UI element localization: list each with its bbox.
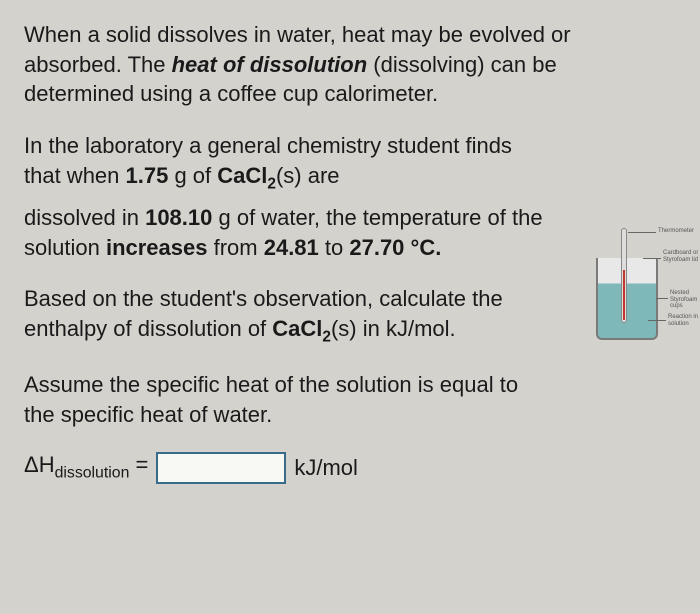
enthalpy-input[interactable] [156,452,286,484]
given-line-1: In the laboratory a general chemistry st… [24,131,544,195]
direction: increases [106,235,208,260]
term-heat-of-dissolution: heat of dissolution [172,52,368,77]
text: Assume the specific heat of the solution… [24,372,518,427]
text: from [207,235,263,260]
fig-label-solution: Reaction in solution [668,314,700,327]
thermometer-icon [621,228,627,323]
given-line-2: dissolved in 108.10 g of water, the temp… [24,203,544,262]
mass-solute: 1.75 [126,163,169,188]
beaker-icon [596,258,658,340]
text: g of [168,163,217,188]
formula-sub: 2 [267,175,276,192]
fig-label-thermometer: Thermometer [658,228,698,235]
assumption-paragraph: Assume the specific heat of the solution… [24,370,544,429]
leader-line [628,232,656,233]
unit-label: kJ/mol [294,455,358,481]
text: (s) are [276,163,340,188]
delta-h-prefix: ΔH [24,452,55,477]
formula: CaCl [272,316,322,341]
temp-initial: 24.81 [264,235,319,260]
leader-line [648,320,666,321]
text: to [319,235,350,260]
text: (s) in kJ/mol. [331,316,456,341]
question-paragraph: Based on the student's observation, calc… [24,284,544,348]
delta-h-sub: dissolution [55,465,130,482]
calorimeter-figure: Thermometer Cardboard or Styrofoam lid N… [588,220,688,340]
temp-final: 27.70 °C. [349,235,441,260]
leader-line [656,298,668,299]
mass-water: 108.10 [145,205,212,230]
leader-line [643,258,661,259]
fig-label-cups: Nested Styrofoam cups [670,290,700,310]
text: dissolved in [24,205,145,230]
equals-sign: = [129,452,148,477]
intro-paragraph: When a solid dissolves in water, heat ma… [24,20,584,109]
formula: CaCl [217,163,267,188]
delta-h-label: ΔHdissolution = [24,452,148,482]
fig-label-lid: Cardboard or Styrofoam lid [663,250,700,263]
answer-row: ΔHdissolution = kJ/mol [24,452,676,484]
formula-sub: 2 [322,328,331,345]
